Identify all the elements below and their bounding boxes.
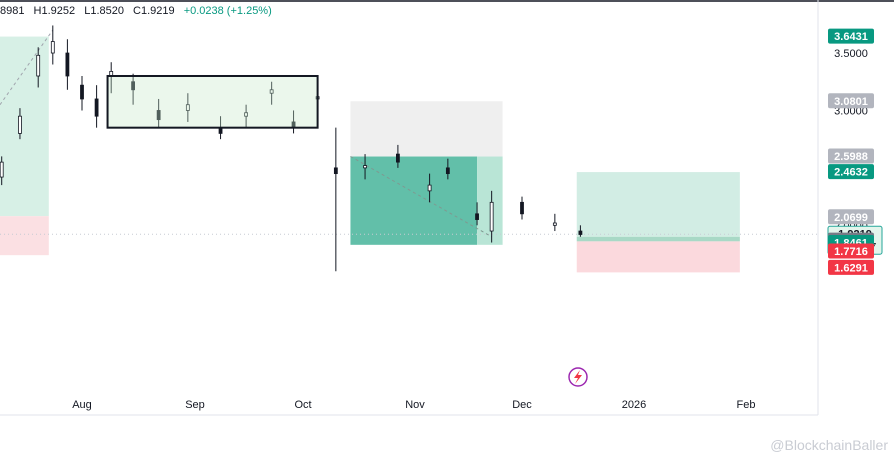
candle — [185, 93, 190, 122]
candle — [427, 173, 432, 203]
candle — [0, 156, 4, 186]
candle-body — [131, 81, 136, 91]
range-box — [106, 74, 319, 129]
x-tick-label: Aug — [72, 399, 92, 411]
candle — [50, 25, 55, 65]
lightning-icon — [568, 367, 588, 387]
projection-stop-zone — [576, 241, 740, 273]
candle-body — [50, 41, 55, 54]
candle-body — [427, 184, 432, 192]
candle — [445, 158, 450, 180]
y-tick-label: 3.5000 — [834, 48, 868, 60]
left-target-zone — [0, 36, 49, 217]
price-badge: 3.0801 — [828, 93, 874, 109]
price-badge: 2.4632 — [828, 164, 874, 180]
candle — [578, 225, 583, 237]
candle-body — [244, 112, 249, 117]
candle — [156, 98, 161, 128]
ohlc-open: 8981 — [0, 5, 25, 17]
ohlc-high: H1.9252 — [33, 5, 76, 17]
price-badge-label: 3.6431 — [834, 31, 868, 43]
price-badge-bg — [828, 209, 874, 225]
price-badge-label: 1.7716 — [834, 246, 868, 258]
candle — [131, 73, 136, 105]
candle — [475, 202, 479, 226]
candle — [269, 81, 274, 105]
watermark: @BlockchainBaller — [770, 437, 888, 453]
candle-body — [65, 52, 70, 77]
candle-body — [395, 153, 400, 163]
x-tick-label: Oct — [294, 399, 311, 411]
projection-entry-band — [576, 236, 740, 242]
x-tick-label: Nov — [405, 399, 425, 411]
price-badge-bg — [828, 28, 874, 44]
price-badge-label: 2.5988 — [834, 151, 868, 163]
ohlc-header: 8981 H1.9252 L1.8520 C1.9219 +0.0238 (+1… — [0, 5, 278, 17]
candle — [244, 104, 249, 128]
candle-body — [0, 161, 4, 178]
candle — [333, 127, 338, 272]
x-tick-label: 2026 — [622, 399, 646, 411]
candle-body — [489, 201, 494, 232]
candle — [18, 108, 22, 140]
price-badge: 2.5988 — [828, 148, 874, 164]
candle-body — [269, 89, 274, 94]
candle — [552, 213, 557, 232]
candle-body — [578, 230, 583, 235]
candle-body — [185, 104, 190, 111]
position-remaining-zone — [477, 156, 503, 245]
projection-target-zone — [576, 172, 740, 237]
candle — [520, 196, 524, 220]
price-badge-bg — [828, 164, 874, 180]
x-tick-label: Sep — [185, 399, 205, 411]
candle — [363, 154, 367, 180]
price-badge-label: 3.0801 — [834, 96, 868, 108]
price-badge-bg — [828, 259, 874, 275]
ohlc-low: L1.8520 — [84, 5, 124, 17]
left-stop-zone — [0, 216, 49, 256]
candle — [36, 47, 41, 88]
candle-body — [475, 213, 479, 220]
candle-body — [445, 167, 450, 175]
ohlc-close: C1.9219 — [133, 5, 175, 17]
price-badge-bg — [828, 243, 874, 259]
candle-body — [520, 201, 524, 215]
y-tick-label: 3.0000 — [834, 105, 868, 117]
price-badge: 3.6431 — [828, 28, 874, 44]
price-badge-bg — [828, 93, 874, 109]
price-badge-label: 1.6291 — [834, 262, 868, 274]
price-badge-label: 2.0699 — [834, 212, 868, 224]
candle-body — [552, 222, 557, 226]
candle-body — [156, 110, 161, 121]
price-badge: 2.0699 — [828, 209, 874, 225]
x-tick-label: Feb — [737, 399, 756, 411]
price-badge: 1.7716 — [828, 243, 874, 259]
candle — [395, 144, 400, 168]
ohlc-change: +0.0238 (+1.25%) — [183, 5, 272, 17]
candle-body — [333, 167, 338, 175]
candle-body — [18, 115, 22, 134]
x-tick-label: Dec — [512, 399, 532, 411]
candle-body — [363, 165, 367, 169]
candle-body — [94, 98, 99, 117]
candle-body — [36, 54, 41, 77]
price-badge-label: 2.4632 — [834, 167, 868, 179]
candle — [94, 85, 99, 128]
position-filled-zone — [350, 156, 478, 245]
price-badge: 1.6291 — [828, 259, 874, 275]
position-upper-zone — [350, 101, 503, 157]
candle — [489, 190, 494, 243]
price-badge-bg — [828, 148, 874, 164]
candle — [80, 75, 84, 111]
candle-body — [80, 84, 84, 100]
lightning-icon-bolt — [574, 370, 582, 384]
candle — [65, 39, 70, 90]
